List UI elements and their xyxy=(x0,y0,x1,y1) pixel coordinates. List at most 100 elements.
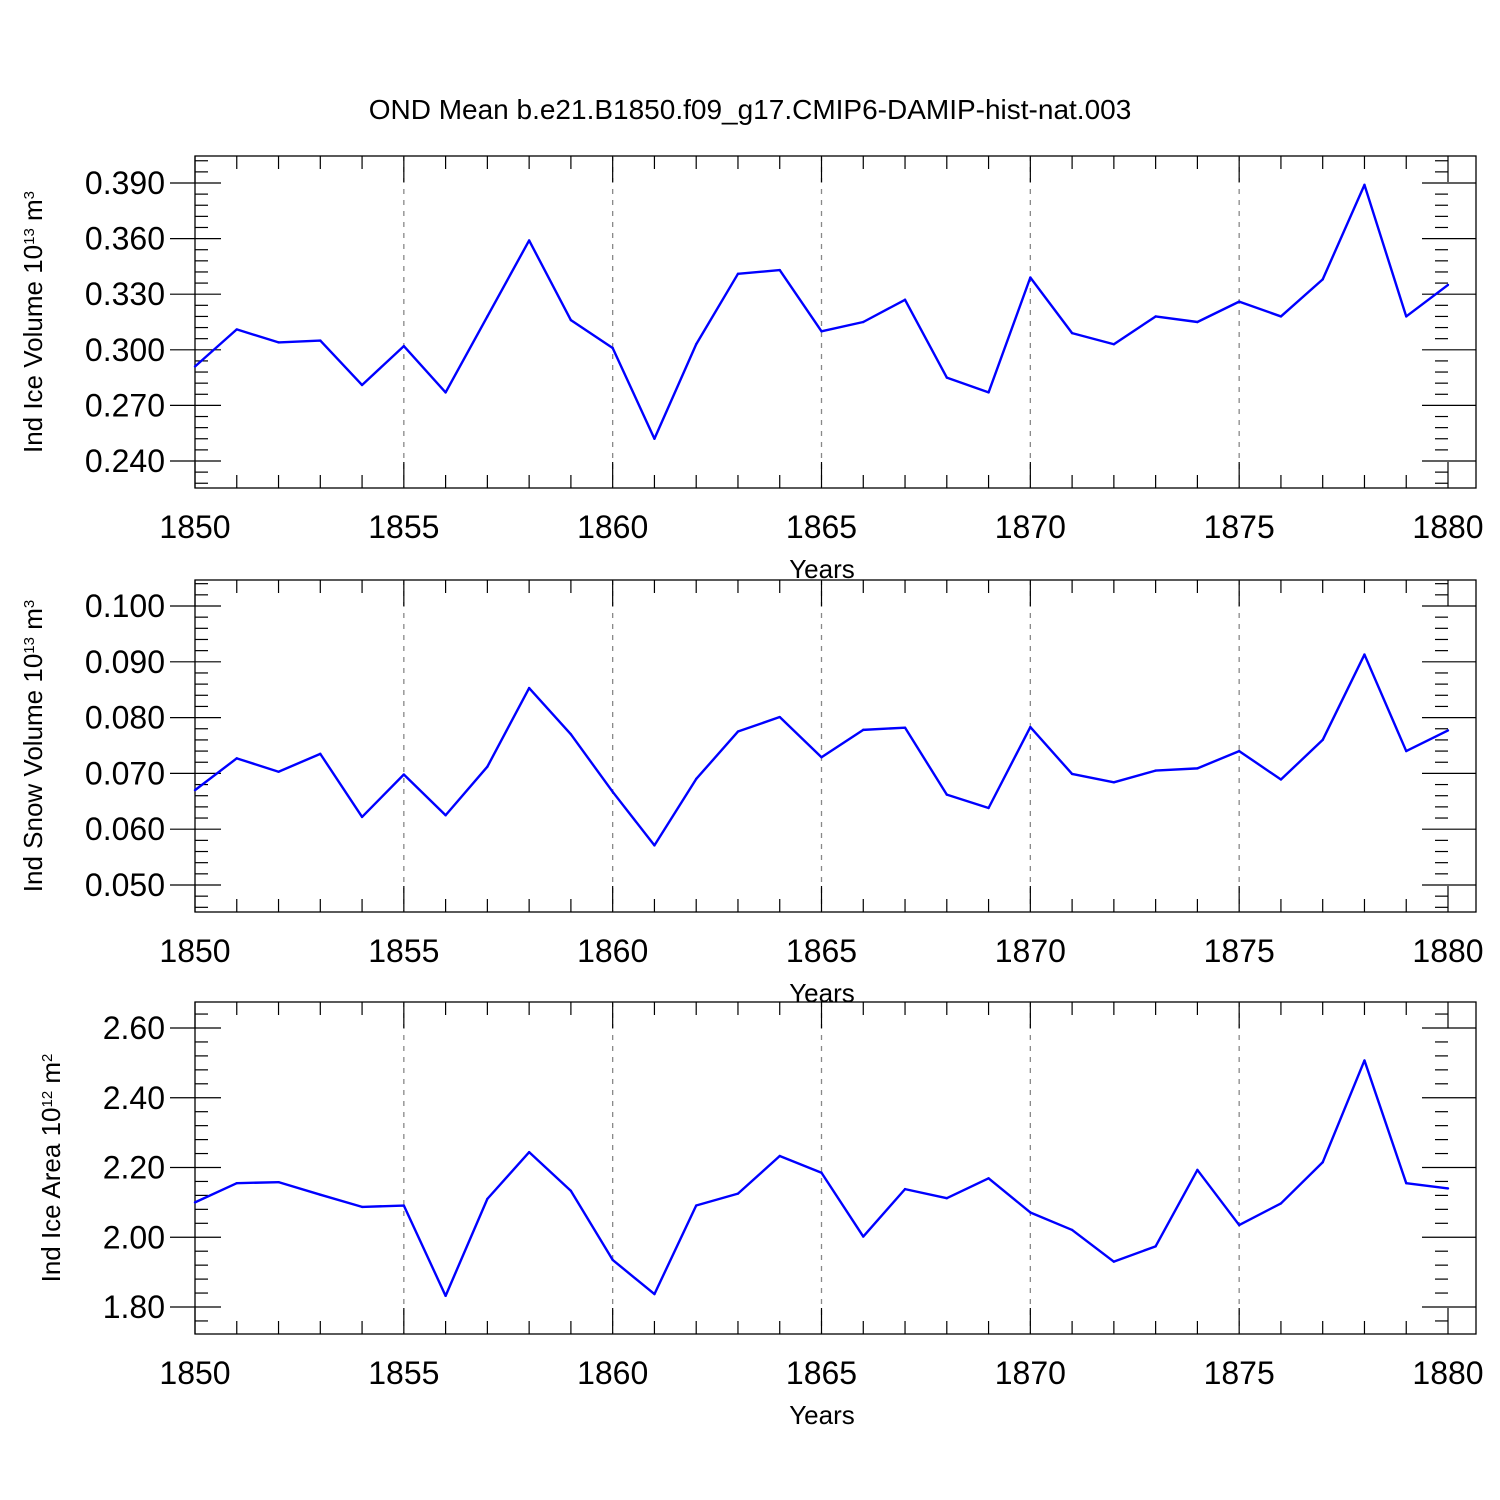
y-axis-title-superscript: 2 xyxy=(39,1054,56,1062)
data-point xyxy=(1112,1260,1116,1263)
y-tick-label: 0.300 xyxy=(85,332,165,368)
x-tick-label: 1865 xyxy=(786,1355,857,1391)
data-point xyxy=(736,1192,740,1195)
y-tick-label: 2.00 xyxy=(103,1219,165,1255)
plot-frame xyxy=(194,155,1477,489)
data-point xyxy=(1363,1059,1366,1062)
data-point xyxy=(527,686,531,690)
y-tick-label: 0.090 xyxy=(85,644,165,680)
y-tick-label: 2.20 xyxy=(103,1150,165,1186)
x-tick-label: 1850 xyxy=(159,1355,230,1391)
data-point xyxy=(1154,1245,1157,1248)
y-tick-label: 0.050 xyxy=(85,867,165,903)
x-tick-label: 1850 xyxy=(159,933,230,969)
data-point xyxy=(1321,738,1324,742)
data-point xyxy=(527,239,531,242)
data-point xyxy=(1112,343,1116,346)
y-axis-title: Ind Snow Volume 1013 m3 xyxy=(18,600,48,892)
y-axis-title-superscript: 3 xyxy=(21,191,38,199)
x-tick-label: 1880 xyxy=(1412,1355,1483,1391)
x-tick-label: 1875 xyxy=(1204,509,1275,545)
data-point xyxy=(1029,1211,1032,1214)
data-point xyxy=(1446,729,1450,732)
x-tick-label: 1865 xyxy=(786,933,857,969)
data-point xyxy=(1237,749,1241,753)
y-axis-title: Ind Ice Volume 1013 m3 xyxy=(18,191,48,453)
data-point xyxy=(319,752,322,756)
data-point xyxy=(611,346,614,350)
data-point xyxy=(1321,1161,1324,1164)
y-tick-label: 0.240 xyxy=(85,443,165,479)
data-point xyxy=(360,1205,364,1209)
y-tick-label: 0.390 xyxy=(85,165,165,201)
data-point xyxy=(778,715,781,719)
data-point xyxy=(695,343,698,346)
data-point xyxy=(402,773,406,776)
data-point xyxy=(1446,283,1450,287)
panels: 1850 1855 1860 1865 1870 1875 1880 0.240 0.270 0.… xyxy=(18,155,1484,1430)
data-point xyxy=(987,806,990,810)
data-point xyxy=(862,1235,865,1238)
data-point xyxy=(862,728,865,732)
data-point xyxy=(444,391,447,394)
data-point xyxy=(277,1180,280,1184)
data-point xyxy=(402,344,406,348)
y-tick-label: 0.270 xyxy=(85,387,165,423)
panel-2: 1850 1855 1860 1865 1870 1875 1880 0.050 0.060 0.… xyxy=(18,579,1484,1008)
data-point xyxy=(569,733,573,736)
x-axis-title: Years xyxy=(789,1400,855,1430)
data-point xyxy=(486,315,489,318)
y-axis-title-superscript: 12 xyxy=(39,1091,56,1108)
data-point xyxy=(527,1150,531,1154)
y-axis-title-superscript: 13 xyxy=(21,637,38,654)
data-point xyxy=(778,268,781,272)
y-axis-title-part: Ind Snow Volume 10 xyxy=(18,654,48,893)
y-axis-title-part: m xyxy=(36,1062,66,1091)
x-tick-label: 1880 xyxy=(1412,933,1483,969)
data-point xyxy=(1029,276,1032,279)
data-point xyxy=(653,1292,656,1296)
x-tick-label: 1855 xyxy=(368,1355,439,1391)
x-tick-label: 1850 xyxy=(159,509,230,545)
y-axis-title-part: Ind Ice Area 10 xyxy=(36,1108,66,1283)
data-point xyxy=(569,318,573,322)
data-point xyxy=(1196,320,1199,324)
x-tick-label: 1855 xyxy=(368,933,439,969)
data-point xyxy=(987,391,990,394)
data-point xyxy=(611,790,614,794)
data-point xyxy=(945,376,948,379)
data-point xyxy=(1029,725,1032,729)
data-point xyxy=(193,365,197,368)
data-point xyxy=(903,1187,907,1191)
y-axis-title-superscript: 13 xyxy=(21,228,38,245)
y-tick-label: 1.80 xyxy=(103,1289,165,1325)
data-point xyxy=(193,1201,197,1204)
data-point xyxy=(945,793,948,796)
y-tick-label: 2.60 xyxy=(103,1010,165,1046)
data-point xyxy=(903,298,907,301)
data-point xyxy=(1154,315,1157,318)
data-point xyxy=(277,341,280,344)
data-point xyxy=(277,770,280,773)
data-point xyxy=(1279,778,1283,781)
data-point xyxy=(402,1204,406,1207)
y-tick-label: 0.360 xyxy=(85,221,165,257)
y-axis-title-part: Ind Ice Volume 10 xyxy=(18,245,48,453)
data-point xyxy=(1405,315,1408,318)
data-point xyxy=(653,844,656,847)
data-point xyxy=(486,1197,489,1201)
panel-1: 1850 1855 1860 1865 1870 1875 1880 0.240 0.270 0.… xyxy=(18,155,1484,584)
data-point xyxy=(1237,300,1241,303)
panel-3: 1850 1855 1860 1865 1870 1875 1880 1.80 2.00 2.20… xyxy=(36,1001,1484,1430)
data-point xyxy=(1196,1168,1199,1172)
data-point xyxy=(1196,767,1199,770)
data-point xyxy=(653,437,656,440)
data-point xyxy=(1070,331,1074,335)
data-point xyxy=(1405,1181,1408,1185)
data-point xyxy=(1070,1228,1074,1232)
data-point xyxy=(903,726,907,729)
x-axis-title: Years xyxy=(789,554,855,584)
data-point xyxy=(1279,315,1283,318)
y-axis-title-superscript: 3 xyxy=(21,600,38,608)
